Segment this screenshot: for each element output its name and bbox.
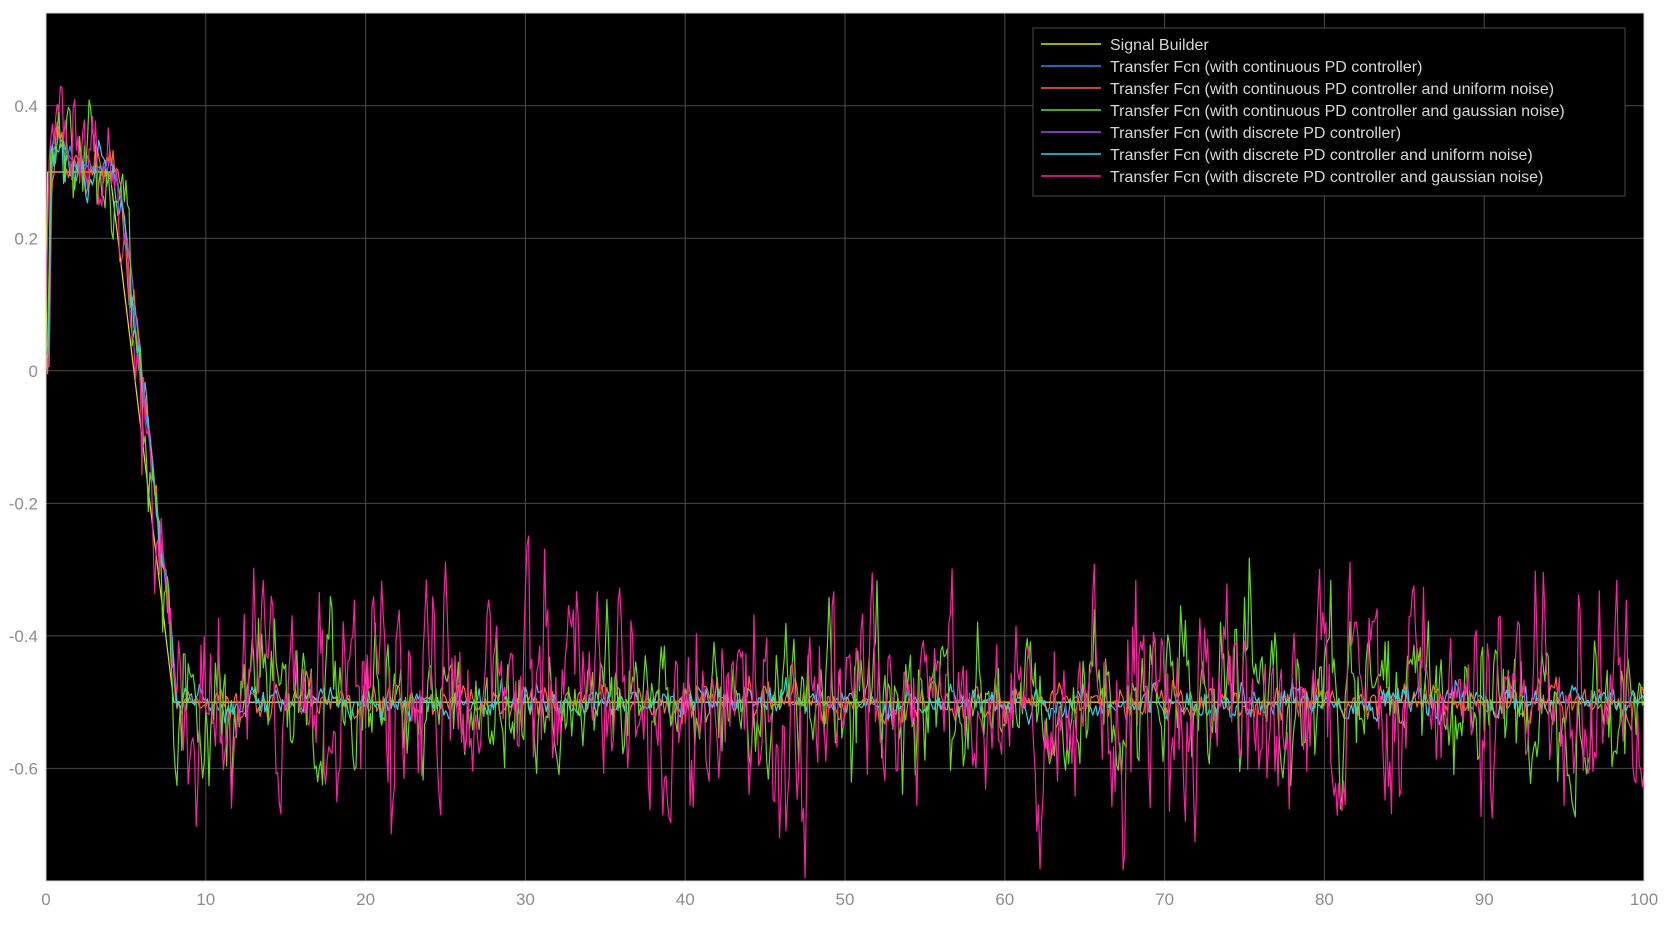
x-tick-label: 30 xyxy=(516,890,535,909)
x-tick-label: 40 xyxy=(676,890,695,909)
plot-border xyxy=(45,12,1645,882)
legend-box xyxy=(1032,27,1626,197)
y-tick-label: 0.4 xyxy=(14,97,38,116)
y-tick-label: -0.2 xyxy=(9,494,38,513)
x-tick-label: 90 xyxy=(1475,890,1494,909)
legend-label: Transfer Fcn (with continuous PD control… xyxy=(1110,81,1554,98)
legend-label: Transfer Fcn (with discrete PD controlle… xyxy=(1110,125,1401,142)
legend-label: Transfer Fcn (with discrete PD controlle… xyxy=(1110,169,1543,186)
x-tick-label: 20 xyxy=(356,890,375,909)
legend-label: Signal Builder xyxy=(1110,37,1209,54)
series-line xyxy=(45,85,1645,879)
x-axis-tick-labels: 0 10 20 30 40 50 60 70 80 90 100 xyxy=(41,890,1658,909)
y-tick-label: -0.4 xyxy=(9,627,38,646)
x-tick-label: 10 xyxy=(196,890,215,909)
traces xyxy=(45,85,1645,879)
y-tick-label: -0.6 xyxy=(9,759,38,778)
y-axis-tick-labels: -0.6 -0.4 -0.2 0 0.2 0.4 xyxy=(9,97,38,779)
y-tick-label: 0 xyxy=(29,362,38,381)
x-tick-label: 50 xyxy=(836,890,855,909)
legend-label: Transfer Fcn (with continuous PD control… xyxy=(1110,103,1565,120)
x-tick-label: 100 xyxy=(1630,890,1658,909)
legend: Signal Builder Transfer Fcn (with continu… xyxy=(1032,27,1626,197)
x-tick-label: 60 xyxy=(995,890,1014,909)
y-tick-label: 0.2 xyxy=(14,229,38,248)
x-tick-label: 70 xyxy=(1155,890,1174,909)
x-tick-label: 80 xyxy=(1315,890,1334,909)
x-tick-label: 0 xyxy=(41,890,50,909)
legend-label: Transfer Fcn (with continuous PD control… xyxy=(1110,59,1422,76)
legend-label: Transfer Fcn (with discrete PD controlle… xyxy=(1110,147,1533,164)
